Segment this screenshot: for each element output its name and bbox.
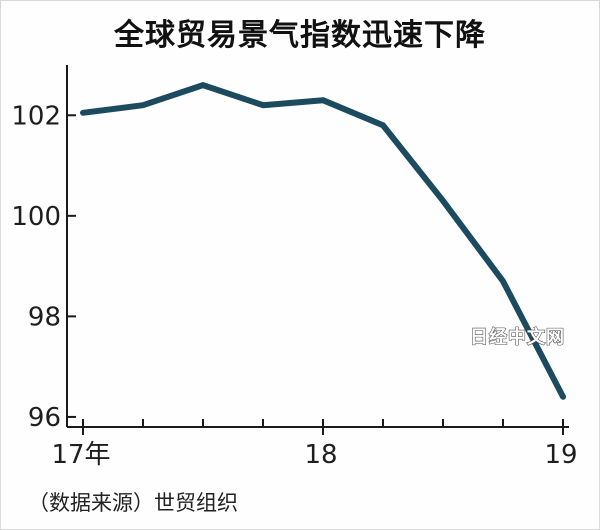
data-point [322,99,324,101]
watermark-group: 日经中文网 [469,325,565,348]
chart-axes: 96 98 100 102 17年 18 19 [11,65,578,470]
y-tick-label: 100 [11,202,61,232]
watermark-text: 日经中文网 [470,326,565,348]
data-point [202,84,204,86]
data-point [262,104,264,106]
y-tick-label: 102 [11,101,61,131]
data-source-note: （数据来源）世贸组织 [28,491,238,515]
data-point [562,396,564,398]
data-point [82,112,84,114]
data-point [442,200,444,202]
chart-title: 全球贸易景气指数迅速下降 [114,18,486,53]
series-line [80,82,566,400]
data-point [382,124,384,126]
y-tick-label: 98 [28,302,61,332]
data-point [142,104,144,106]
data-point [502,280,504,282]
x-tick-label: 19 [544,440,577,470]
chart-marks [80,82,566,400]
y-tick-label: 96 [28,403,61,433]
x-tick-label: 17年 [51,440,110,470]
x-tick-label: 18 [304,440,337,470]
